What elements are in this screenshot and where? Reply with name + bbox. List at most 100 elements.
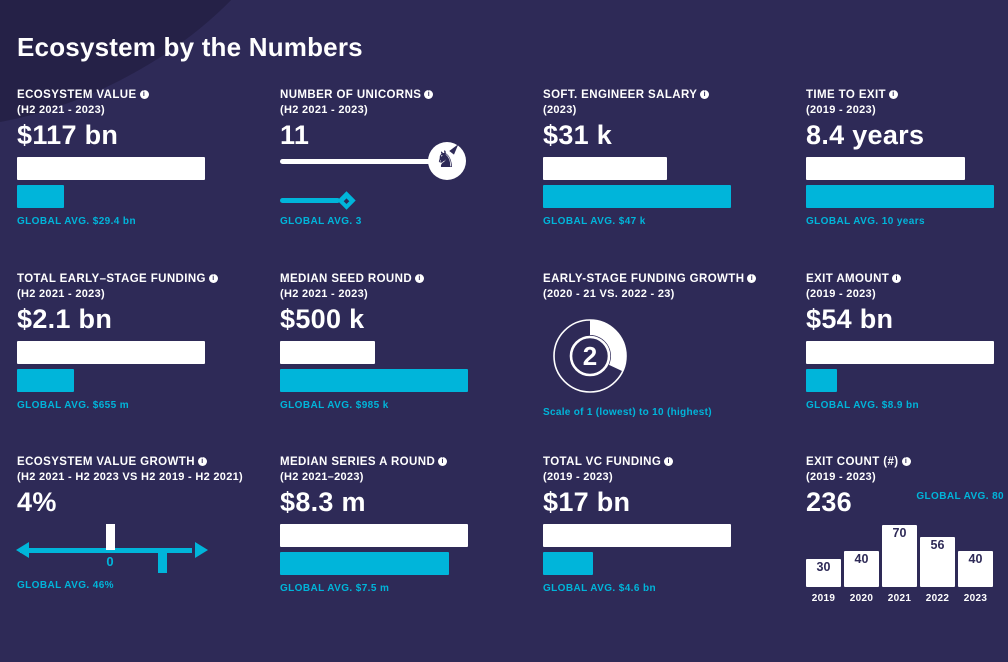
card-period: (H2 2021 - 2023): [280, 288, 368, 300]
card-title: TOTAL VC FUNDING i: [543, 455, 788, 469]
column-bar: 70: [882, 525, 917, 587]
card-value: $500 k: [280, 304, 365, 334]
year-label: 2021: [887, 593, 912, 604]
info-icon[interactable]: i: [747, 274, 757, 283]
card-title: TOTAL EARLY–STAGE FUNDING i: [17, 272, 262, 286]
card-title: MEDIAN SERIES A ROUND i: [280, 455, 525, 469]
unicorn-horn: [449, 142, 461, 155]
global-avg-label: GLOBAL AVG. $985 k: [280, 400, 389, 411]
local-value-bar: [543, 524, 731, 547]
card-period: (H2 2021 - 2023): [17, 104, 105, 116]
info-icon[interactable]: i: [438, 457, 448, 466]
bar-value-label: 30: [816, 560, 831, 574]
year-axis: 2019 2020 2021 2022 2023: [806, 593, 1006, 604]
global-avg-bar: [806, 185, 994, 208]
info-icon[interactable]: i: [424, 90, 434, 99]
local-value-bar: [17, 341, 205, 364]
card-title: MEDIAN SEED ROUND i: [280, 272, 525, 286]
global-avg-bar: [543, 185, 731, 208]
card-period: (2023): [543, 104, 577, 116]
card-time-to-exit: TIME TO EXIT i (2019 - 2023) 8.4 years GL…: [806, 88, 1006, 227]
exit-count-chart: 30 40 70 56 40: [806, 525, 1006, 587]
card-value: $31 k: [543, 120, 613, 150]
info-icon[interactable]: i: [892, 274, 902, 283]
bar-value-label: 40: [968, 552, 983, 566]
card-period: (H2 2021–2023): [280, 471, 364, 483]
global-avg-label: GLOBAL AVG. 80: [916, 491, 1004, 502]
global-avg-bar: [280, 552, 449, 575]
global-avg-label: GLOBAL AVG. $29.4 bn: [17, 216, 136, 227]
global-avg-bar: [280, 369, 468, 392]
card-total-early-stage-funding: TOTAL EARLY–STAGE FUNDING i (H2 2021 - 20…: [17, 272, 262, 411]
info-icon[interactable]: i: [197, 457, 207, 466]
card-title: NUMBER OF UNICORNS i: [280, 88, 525, 102]
local-value-line: [280, 159, 435, 164]
global-avg-label: GLOBAL AVG. $7.5 m: [280, 583, 390, 594]
year-label: 2023: [963, 593, 988, 604]
card-title: TIME TO EXIT i: [806, 88, 1006, 102]
card-title: SOFT. ENGINEER SALARY i: [543, 88, 788, 102]
info-icon[interactable]: i: [139, 90, 149, 99]
column-bar: 30: [806, 559, 841, 587]
local-value-tick: [106, 524, 115, 550]
column-bar: 56: [920, 537, 955, 587]
global-avg-bar: [17, 369, 74, 392]
card-exit-count: EXIT COUNT (#) i (2019 - 2023) 236 GLOBAL…: [806, 455, 1006, 604]
scale-note: Scale of 1 (lowest) to 10 (highest): [543, 407, 712, 418]
card-period: (2019 - 2023): [806, 471, 876, 483]
card-value: $117 bn: [17, 120, 119, 150]
donut-value: 2: [583, 341, 597, 371]
global-avg-label: GLOBAL AVG. 3: [280, 216, 362, 227]
card-ecosystem-value-growth: ECOSYSTEM VALUE GROWTH i (H2 2021 - H2 20…: [16, 455, 257, 591]
local-value-bar: [280, 524, 468, 547]
info-icon[interactable]: i: [415, 274, 425, 283]
card-value: 236: [806, 487, 852, 517]
diamond-marker-icon: [337, 190, 356, 210]
card-value: 8.4 years: [806, 120, 925, 150]
unicorn-chart: ♞: [280, 142, 525, 210]
info-icon[interactable]: i: [208, 274, 218, 283]
growth-axis-chart: 0: [16, 524, 257, 573]
card-period: (2020 - 21 VS. 2022 - 23): [543, 288, 675, 300]
card-period: (H2 2021 - 2023): [280, 104, 368, 116]
global-avg-label: GLOBAL AVG. 10 years: [806, 216, 925, 227]
local-value-bar: [543, 157, 667, 180]
card-title: EXIT COUNT (#) i: [806, 455, 1006, 469]
card-median-seed-round: MEDIAN SEED ROUND i (H2 2021 - 2023) $500…: [280, 272, 525, 411]
global-avg-label: GLOBAL AVG. $47 k: [543, 216, 646, 227]
bar-value-label: 40: [854, 552, 869, 566]
unicorn-icon: ♞: [428, 142, 466, 180]
global-avg-bar: [17, 185, 64, 208]
info-icon[interactable]: i: [700, 90, 710, 99]
info-icon[interactable]: i: [664, 457, 674, 466]
info-icon[interactable]: i: [888, 90, 898, 99]
funding-growth-donut: 2: [543, 315, 788, 397]
card-total-vc-funding: TOTAL VC FUNDING i (2019 - 2023) $17 bn G…: [543, 455, 788, 594]
global-avg-label: GLOBAL AVG. $8.9 bn: [806, 400, 919, 411]
bar-value-label: 56: [930, 538, 945, 552]
card-value: $54 bn: [806, 304, 894, 334]
local-value-bar: [806, 341, 994, 364]
card-ecosystem-value: ECOSYSTEM VALUE i (H2 2021 - 2023) $117 b…: [17, 88, 262, 227]
zero-label: 0: [106, 554, 114, 569]
card-title: ECOSYSTEM VALUE GROWTH i: [17, 455, 257, 469]
card-value: $8.3 m: [280, 487, 366, 517]
info-icon[interactable]: i: [901, 457, 911, 466]
global-avg-label: GLOBAL AVG. 46%: [17, 580, 114, 591]
card-soft-engineer-salary: SOFT. ENGINEER SALARY i (2023) $31 k GLOB…: [543, 88, 788, 227]
page-title: Ecosystem by the Numbers: [17, 32, 363, 62]
card-period: (H2 2021 - 2023): [17, 288, 105, 300]
global-avg-tick: [158, 552, 167, 573]
card-value: 4%: [17, 487, 57, 517]
column-bar: 40: [844, 551, 879, 587]
card-period: (2019 - 2023): [806, 288, 876, 300]
column-bar: 40: [958, 551, 993, 587]
card-median-series-a-round: MEDIAN SERIES A ROUND i (H2 2021–2023) $8…: [280, 455, 525, 594]
card-value: $17 bn: [543, 487, 631, 517]
year-label: 2019: [811, 593, 836, 604]
local-value-bar: [806, 157, 965, 180]
local-value-bar: [17, 157, 205, 180]
bar-value-label: 70: [892, 526, 907, 540]
card-number-of-unicorns: NUMBER OF UNICORNS i (H2 2021 - 2023) 11 …: [280, 88, 525, 227]
